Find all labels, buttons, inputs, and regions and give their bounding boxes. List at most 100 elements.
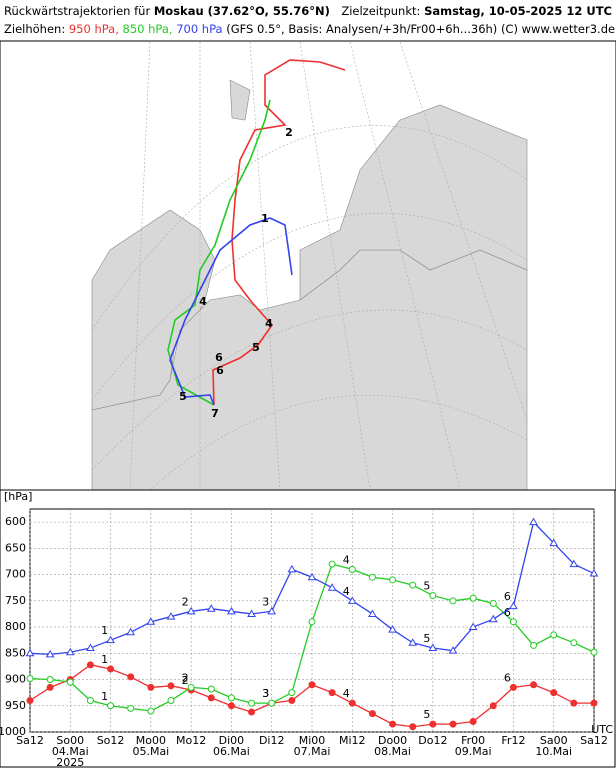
point: [348, 565, 356, 573]
point: [449, 597, 457, 605]
date-label: 06.Mai: [213, 745, 250, 758]
point: [409, 723, 417, 731]
point: [106, 635, 115, 644]
point: [550, 631, 558, 639]
point: [469, 594, 477, 602]
map-day-label: 5: [252, 341, 260, 354]
day-label: 2: [182, 595, 189, 608]
point: [509, 618, 517, 626]
day-label: 5: [423, 580, 430, 593]
y-tick-label: 950: [5, 699, 26, 712]
point: [389, 576, 397, 584]
y-tick-label: 900: [5, 673, 26, 686]
point: [489, 599, 497, 607]
point: [147, 683, 155, 691]
date-label: 09.Mai: [455, 745, 492, 758]
x-tick-label: Sa12: [580, 734, 608, 747]
point: [127, 673, 135, 681]
point: [107, 665, 115, 673]
point: [25, 648, 35, 657]
day-label: 4: [343, 553, 350, 566]
map-day-label: 7: [211, 407, 219, 420]
point: [570, 699, 578, 707]
point: [388, 625, 397, 633]
x-tick-label: Do00: [378, 734, 407, 747]
point: [46, 676, 54, 684]
x-tick-label: Fr12: [501, 734, 525, 747]
point: [429, 592, 437, 600]
x-tick-label: Fr00: [461, 734, 485, 747]
point: [429, 720, 437, 728]
y-tick-label: 600: [5, 515, 26, 528]
point: [186, 606, 196, 615]
point: [428, 643, 438, 652]
day-label: 5: [423, 632, 430, 645]
point: [348, 699, 356, 707]
y-tick-label: 650: [5, 541, 26, 554]
trajectory-950: [212, 59, 346, 406]
map-day-label: 4: [199, 295, 207, 308]
date-label: 04.Mai: [52, 745, 89, 758]
point: [509, 683, 517, 691]
point: [26, 674, 34, 682]
y-tick-label: 800: [5, 620, 26, 633]
day-label: 1: [101, 624, 108, 637]
map-day-label: 6: [216, 364, 224, 377]
map-day-label: 4: [265, 317, 273, 330]
y-tick-label: 700: [5, 568, 26, 581]
point: [227, 702, 235, 710]
point: [368, 609, 377, 617]
point: [268, 699, 276, 707]
day-label: 6: [504, 671, 511, 684]
target: Zielzeitpunkt: Samstag, 10-05-2025 12 UT…: [341, 4, 612, 18]
point: [570, 639, 578, 647]
y-tick-label: 750: [5, 594, 26, 607]
point: [248, 708, 256, 716]
point: [146, 617, 156, 625]
day-label: 3: [262, 687, 269, 700]
point: [166, 612, 176, 620]
x-tick-label: Sa12: [16, 734, 44, 747]
date-label: 10.Mai: [535, 745, 572, 758]
point: [328, 560, 336, 568]
x-tick-label: Do12: [418, 734, 447, 747]
point: [368, 710, 376, 718]
day-label: 1: [101, 653, 108, 666]
point: [328, 689, 336, 697]
point: [247, 609, 256, 617]
point: [549, 538, 559, 547]
year-label: 2025: [56, 756, 84, 768]
map-day-label: 6: [215, 351, 223, 364]
x-unit: UTC: [591, 723, 613, 736]
map-day-label: 1: [261, 212, 269, 225]
point: [550, 689, 558, 697]
point: [308, 618, 316, 626]
day-label: 2: [182, 674, 189, 687]
point: [227, 694, 235, 702]
header: Rückwärtstrajektorien für Moskau (37.62°…: [4, 4, 615, 36]
day-label: 2: [182, 671, 189, 684]
point: [86, 643, 95, 652]
point: [86, 697, 94, 705]
x-tick-label: Mo12: [176, 734, 206, 747]
day-label: 4: [343, 687, 350, 700]
point: [288, 697, 296, 705]
day-label: 1: [101, 690, 108, 703]
point: [307, 572, 317, 581]
day-label: 5: [423, 708, 430, 721]
x-tick-label: Mi12: [339, 734, 366, 747]
point: [248, 699, 256, 707]
point: [347, 596, 357, 604]
point: [45, 649, 55, 658]
point: [409, 581, 417, 589]
point: [167, 697, 175, 705]
point: [408, 638, 418, 646]
x-tick-label: Di00: [219, 734, 245, 747]
y-tick-label: 1000: [0, 725, 26, 738]
point: [529, 517, 538, 526]
point: [489, 702, 497, 710]
levels: Zielhöhen: 950 hPa, 850 hPa, 700 hPa (GF…: [4, 22, 615, 36]
x-tick-label: So12: [97, 734, 125, 747]
x-tick-label: Mo00: [136, 734, 166, 747]
